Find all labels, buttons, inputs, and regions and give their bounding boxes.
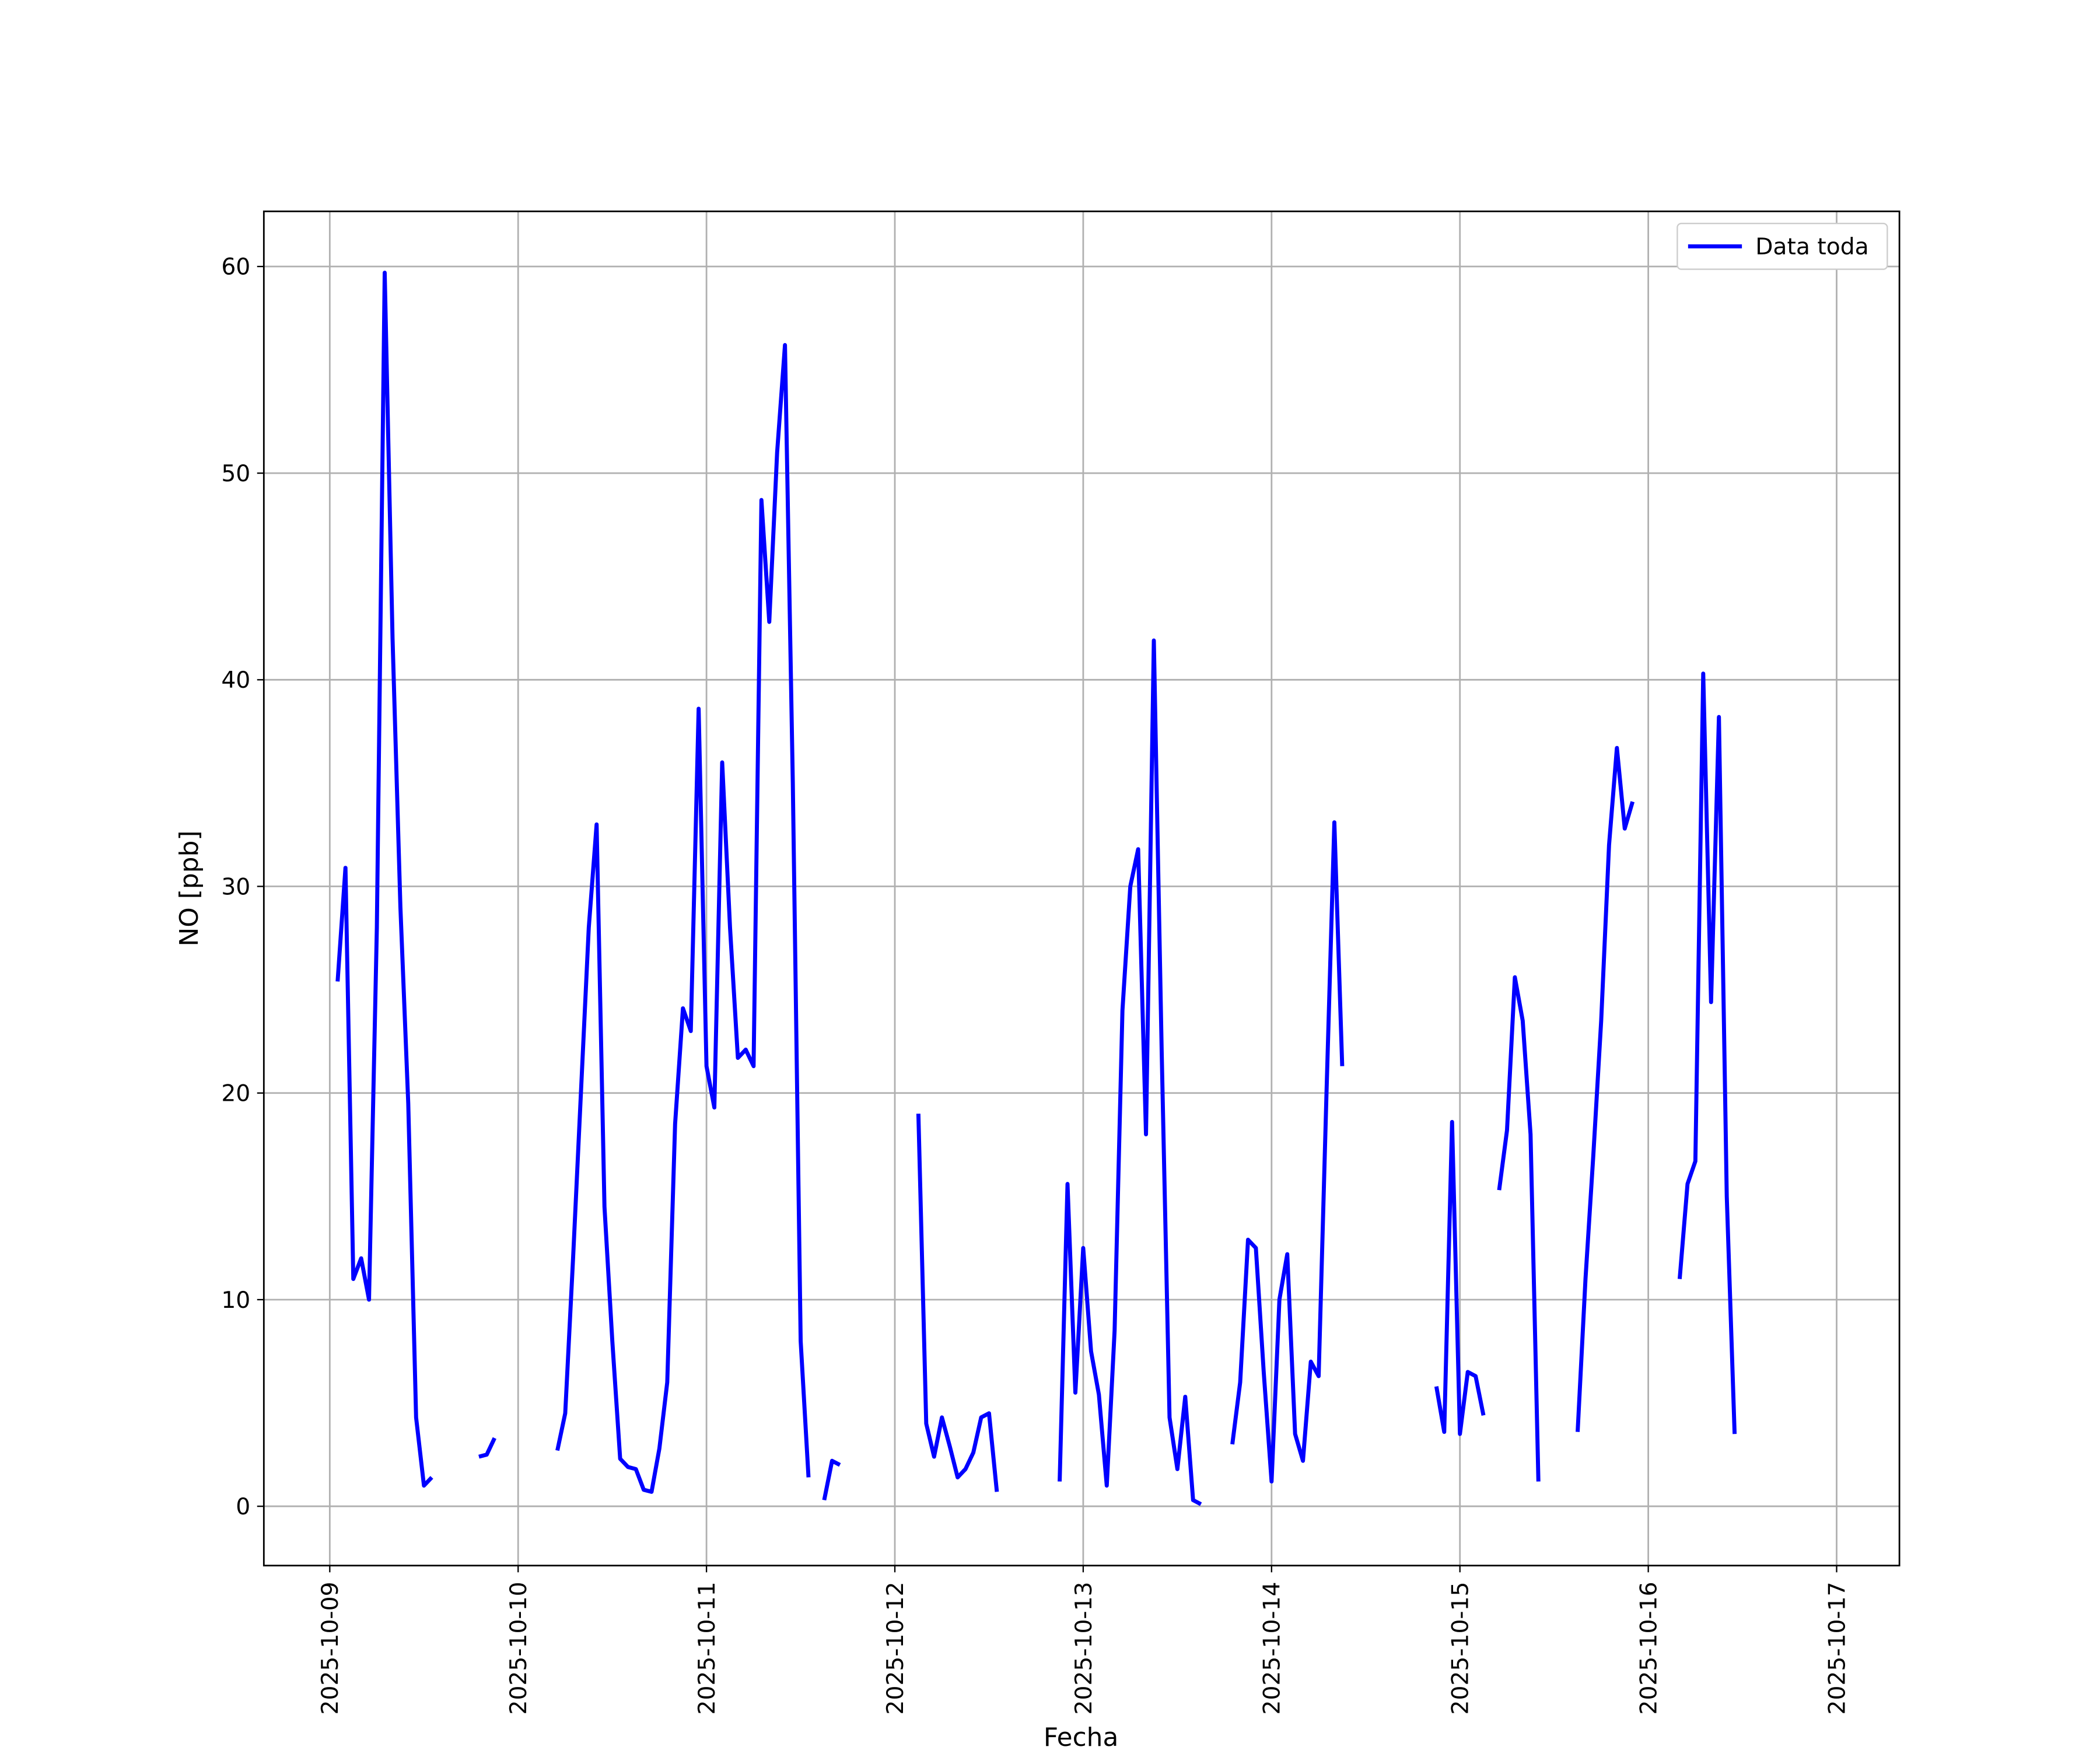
y-tick-label: 50 [221,461,250,487]
x-tick-label: 2025-10-10 [506,1582,532,1715]
y-tick-label: 60 [221,254,250,281]
y-tick-label: 0 [236,1494,250,1520]
x-tick-label: 2025-10-13 [1071,1582,1097,1715]
plot-frame [262,210,1901,1567]
y-tick-label: 10 [221,1287,250,1314]
x-tick-label: 2025-10-12 [883,1582,909,1715]
y-axis-label: NO [ppb] [174,831,204,947]
y-tick-label: 30 [221,874,250,900]
x-tick-label: 2025-10-15 [1448,1582,1474,1715]
data-line [335,271,1737,1506]
y-tick-label: 40 [221,667,250,694]
legend-label: Data toda [1755,234,1868,260]
x-tick-label: 2025-10-16 [1636,1582,1662,1715]
y-tick-label: 20 [221,1081,250,1107]
legend-box [1676,222,1888,270]
x-axis-label: Fecha [1044,1723,1119,1750]
x-tick-label: 2025-10-17 [1824,1582,1850,1715]
legend: Data toda [1676,222,1888,270]
x-tick-label: 2025-10-09 [317,1582,344,1715]
x-tick-label: 2025-10-14 [1259,1582,1286,1715]
x-tick-label: 2025-10-11 [694,1582,720,1715]
